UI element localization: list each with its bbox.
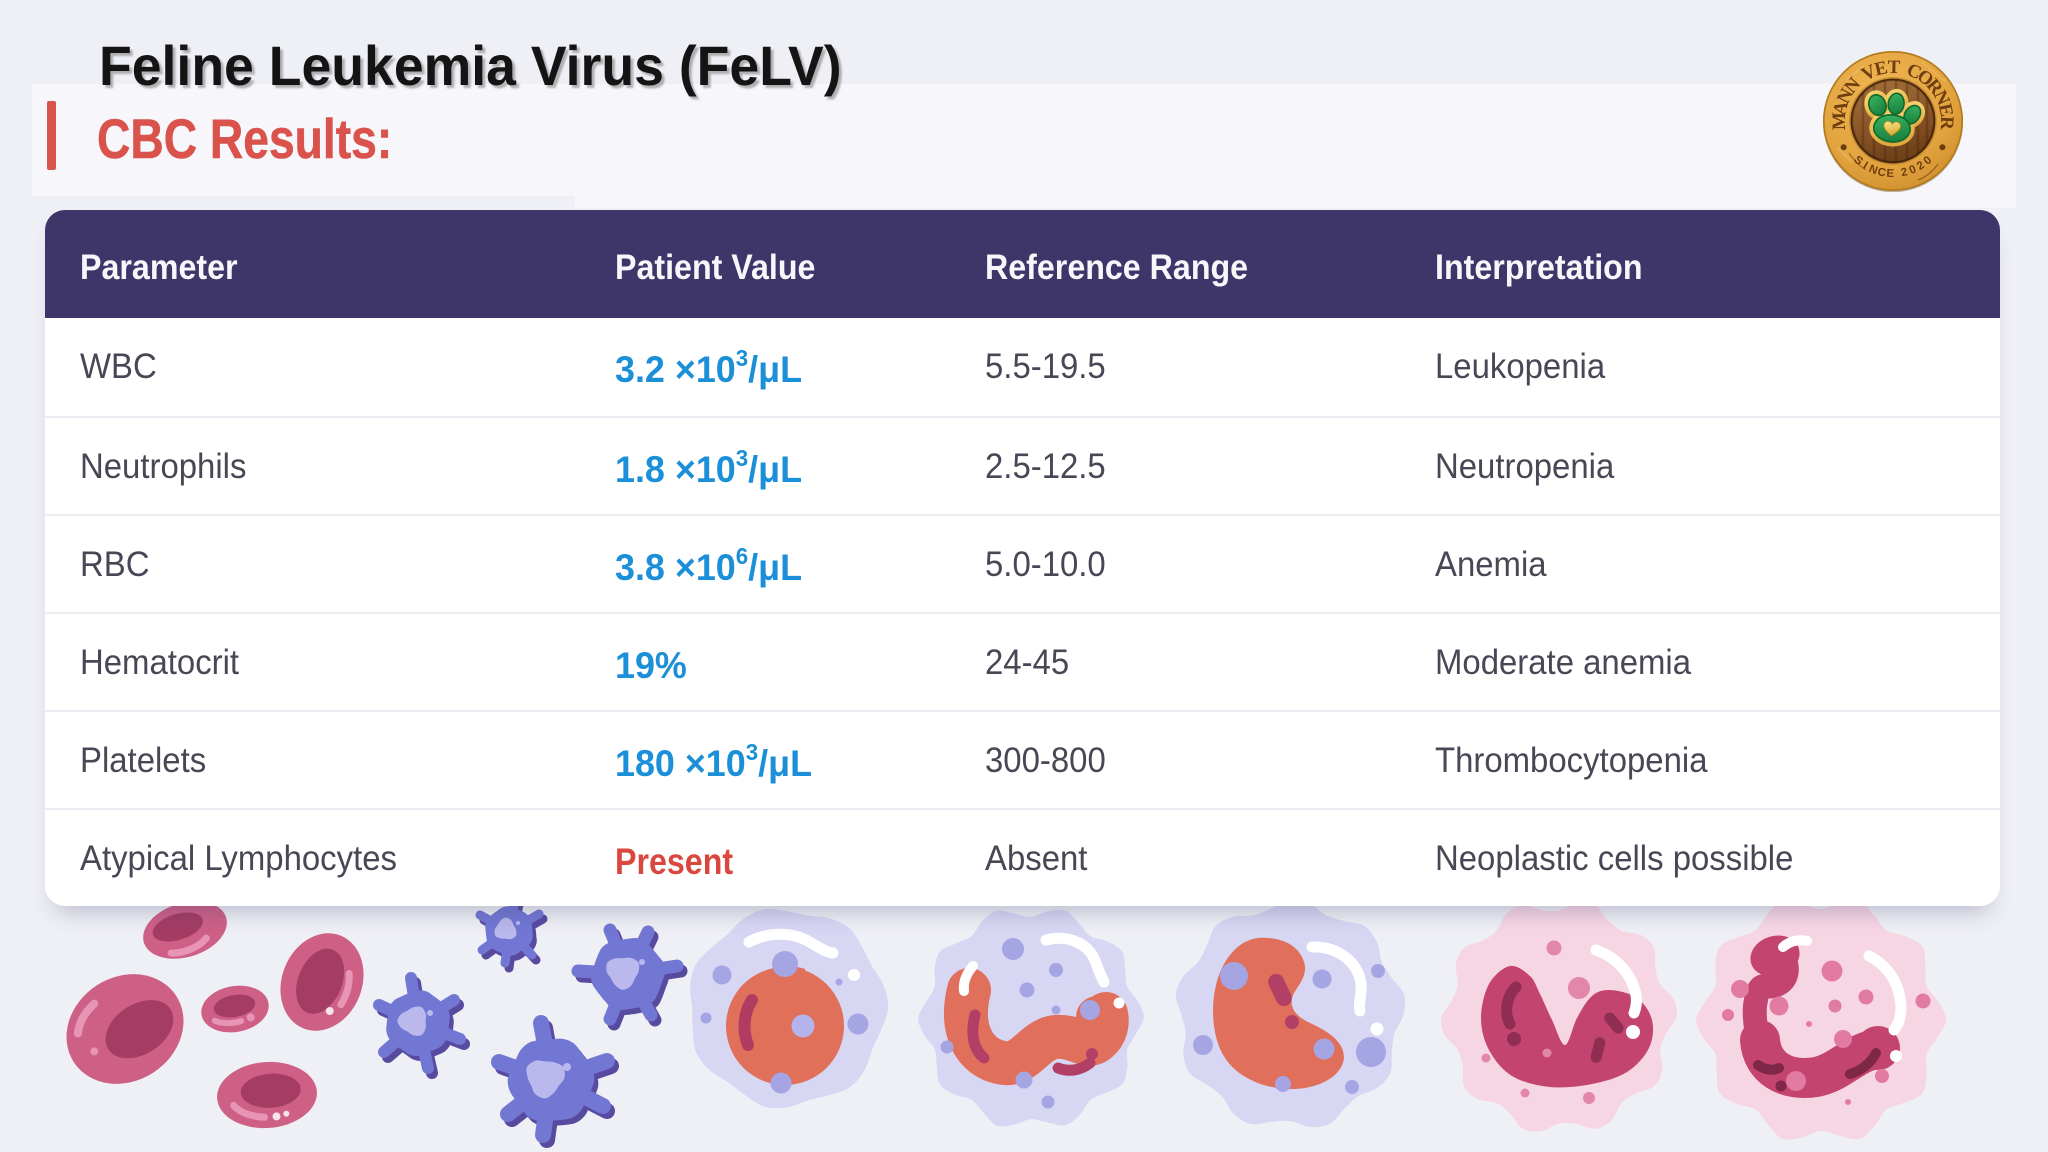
svg-text:A: A [1829, 99, 1853, 118]
svg-text:0: 0 [1908, 163, 1918, 177]
svg-text:I: I [1861, 160, 1870, 172]
svg-text:E: E [1873, 57, 1890, 80]
svg-text:E: E [1886, 168, 1895, 180]
svg-text:T: T [1887, 57, 1900, 78]
svg-text:E: E [1934, 102, 1957, 119]
svg-text:2: 2 [1900, 166, 1909, 179]
svg-text:N: N [1867, 163, 1879, 177]
svg-text:M: M [1829, 112, 1850, 130]
svg-text:C: C [1876, 166, 1887, 180]
svg-text:2: 2 [1915, 159, 1927, 173]
svg-text:R: R [1936, 116, 1957, 131]
